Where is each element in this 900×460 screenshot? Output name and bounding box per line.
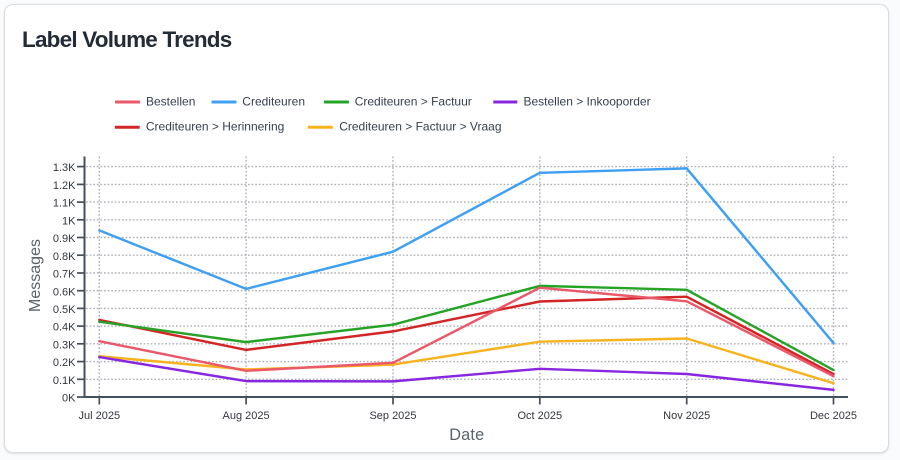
svg-text:0.6K: 0.6K xyxy=(53,286,76,298)
svg-text:0.5K: 0.5K xyxy=(53,304,76,316)
svg-text:0.1K: 0.1K xyxy=(53,375,76,387)
svg-text:1.3K: 1.3K xyxy=(53,162,76,174)
svg-text:0.8K: 0.8K xyxy=(53,251,76,263)
svg-text:Bestellen: Bestellen xyxy=(146,94,195,108)
svg-text:Date: Date xyxy=(449,426,484,444)
svg-text:Crediteuren > Factuur: Crediteuren > Factuur xyxy=(355,94,472,108)
svg-text:0.7K: 0.7K xyxy=(53,269,76,281)
svg-text:1.2K: 1.2K xyxy=(53,180,76,192)
svg-text:Messages: Messages xyxy=(27,239,44,312)
svg-text:0K: 0K xyxy=(62,393,76,405)
svg-text:Crediteuren: Crediteuren xyxy=(242,94,305,108)
svg-text:Crediteuren > Herinnering: Crediteuren > Herinnering xyxy=(146,120,284,134)
svg-text:Sep 2025: Sep 2025 xyxy=(369,410,416,422)
svg-text:Aug 2025: Aug 2025 xyxy=(223,410,270,422)
svg-text:Nov 2025: Nov 2025 xyxy=(663,410,710,422)
svg-text:0.9K: 0.9K xyxy=(53,233,76,245)
svg-text:1K: 1K xyxy=(62,215,76,227)
svg-text:1.1K: 1.1K xyxy=(53,198,76,210)
svg-text:0.4K: 0.4K xyxy=(53,322,76,334)
svg-text:Crediteuren > Factuur > Vraag: Crediteuren > Factuur > Vraag xyxy=(339,120,501,134)
svg-text:Jul 2025: Jul 2025 xyxy=(79,410,121,422)
svg-text:Oct 2025: Oct 2025 xyxy=(517,410,562,422)
svg-text:0.3K: 0.3K xyxy=(53,339,76,351)
svg-text:0.2K: 0.2K xyxy=(53,357,76,369)
svg-text:Bestellen > Inkooporder: Bestellen > Inkooporder xyxy=(524,94,651,108)
svg-text:Dec 2025: Dec 2025 xyxy=(810,410,857,422)
